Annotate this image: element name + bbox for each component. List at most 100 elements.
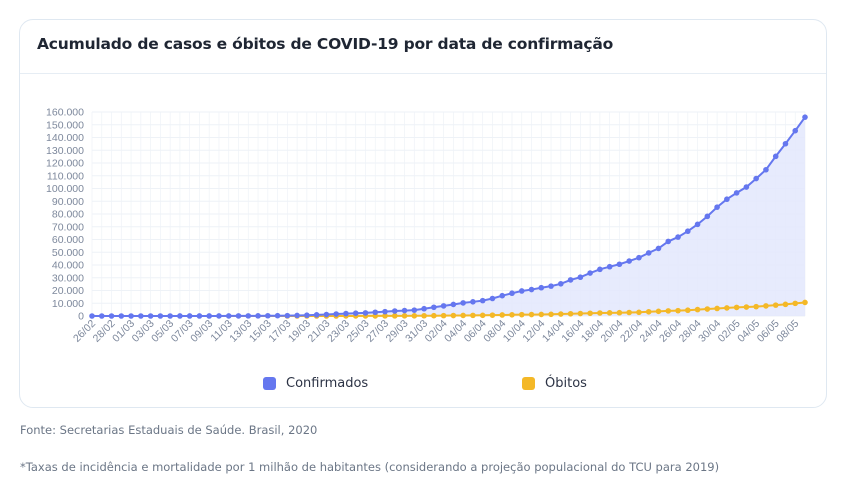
obitos-point	[421, 312, 427, 319]
obitos-point	[733, 304, 740, 311]
confirmados-point	[157, 313, 164, 319]
y-tick-label: 30.000	[52, 272, 84, 284]
obitos-point	[694, 306, 701, 313]
confirmados-point	[216, 313, 222, 319]
source-note: Fonte: Secretarias Estaduais de Saúde. B…	[20, 423, 318, 437]
obitos-point	[655, 308, 662, 315]
confirmados-point	[372, 309, 379, 316]
obitos-point	[753, 303, 759, 310]
confirmados-point	[645, 250, 652, 256]
confirmados-point	[138, 313, 144, 319]
confirmados-point	[626, 258, 632, 264]
confirmados-point	[763, 166, 769, 173]
obitos-point	[743, 304, 750, 310]
confirmados-point	[225, 313, 232, 319]
footnote: *Taxas de incidência e mortalidade por 1…	[20, 460, 720, 474]
y-tick-label: 0	[78, 311, 84, 323]
confirmados-point	[460, 300, 466, 306]
confirmados-point	[782, 140, 789, 147]
legend-item-confirmados[interactable]: Confirmados	[263, 376, 368, 391]
confirmados-point	[655, 245, 662, 252]
obitos-point	[479, 312, 486, 319]
obitos-point	[431, 312, 437, 319]
confirmados-point	[665, 238, 672, 245]
confirmados-point	[186, 313, 193, 319]
confirmados-point	[352, 310, 359, 316]
confirmados-point	[323, 311, 330, 318]
confirmados-point	[284, 312, 291, 319]
chart-title: Acumulado de casos e óbitos de COVID-19 …	[37, 35, 614, 53]
obitos-point	[802, 299, 808, 306]
y-tick-label: 80.000	[52, 209, 84, 221]
confirmados-point	[401, 307, 408, 314]
y-tick-label: 160.000	[46, 107, 84, 119]
confirmados-point	[450, 301, 457, 308]
confirmados-point	[343, 310, 349, 317]
confirmados-point	[714, 204, 720, 210]
obitos-point	[636, 309, 642, 316]
confirmados-point	[411, 307, 418, 313]
confirmados-point	[479, 297, 486, 304]
obitos-point	[724, 305, 730, 311]
y-tick-label: 110.000	[47, 170, 84, 182]
confirmados-point	[431, 304, 437, 311]
confirmados-point	[753, 175, 759, 182]
obitos-point	[518, 311, 525, 318]
confirmados-point	[538, 284, 545, 291]
confirmados-point	[597, 266, 603, 273]
confirmados-point	[802, 114, 808, 120]
confirmados-point	[265, 312, 271, 319]
confirmados-point	[470, 299, 476, 305]
confirmados-point	[274, 312, 281, 319]
obitos-point	[675, 307, 681, 314]
confirmados-point	[499, 292, 506, 299]
confirmados-point	[636, 254, 642, 261]
obitos-point	[792, 300, 799, 307]
confirmados-point	[558, 280, 564, 287]
obitos-point	[665, 308, 672, 314]
confirmados-point	[440, 303, 447, 309]
confirmados-point	[792, 127, 799, 134]
y-tick-label: 100.000	[46, 183, 84, 195]
confirmados-point	[89, 313, 95, 319]
confirmados-point	[694, 221, 701, 228]
y-tick-label: 40.000	[52, 260, 84, 272]
obitos-point	[538, 311, 545, 318]
obitos-point	[489, 312, 496, 318]
confirmados-point	[675, 234, 681, 240]
confirmados-point	[616, 261, 623, 268]
obitos-point	[509, 312, 515, 318]
y-tick-label: 50.000	[52, 247, 84, 259]
y-tick-label: 60.000	[52, 234, 84, 246]
obitos-point	[597, 310, 603, 316]
obitos-point	[645, 308, 652, 315]
y-tick-label: 140.000	[46, 132, 84, 144]
obitos-point	[470, 312, 476, 319]
confirmados-point	[362, 310, 369, 316]
obitos-point	[499, 312, 506, 318]
confirmados-point	[772, 153, 779, 160]
confirmados-point	[743, 184, 750, 190]
confirmados-point	[724, 196, 730, 203]
confirmados-point	[167, 313, 173, 319]
obitos-point	[714, 305, 720, 312]
confirmados-point	[577, 274, 584, 281]
confirmados-point	[421, 305, 427, 312]
y-tick-label: 10.000	[52, 298, 84, 310]
y-tick-label: 130.000	[46, 145, 84, 157]
obitos-point	[528, 311, 535, 318]
obitos-point	[704, 306, 711, 312]
legend-item-obitos[interactable]: Óbitos	[522, 376, 587, 391]
y-tick-label: 120.000	[46, 158, 84, 170]
confirmados-point	[108, 313, 115, 319]
card-header	[20, 20, 826, 74]
obitos-point	[626, 309, 632, 316]
confirmados-point	[548, 283, 554, 289]
confirmados-point	[684, 228, 691, 235]
obitos-point	[782, 301, 789, 308]
confirmados-point	[147, 313, 154, 319]
confirmados-point	[567, 277, 574, 283]
y-tick-label: 150.000	[46, 119, 84, 131]
confirmados-point	[313, 312, 320, 318]
confirmados-point	[98, 313, 105, 319]
